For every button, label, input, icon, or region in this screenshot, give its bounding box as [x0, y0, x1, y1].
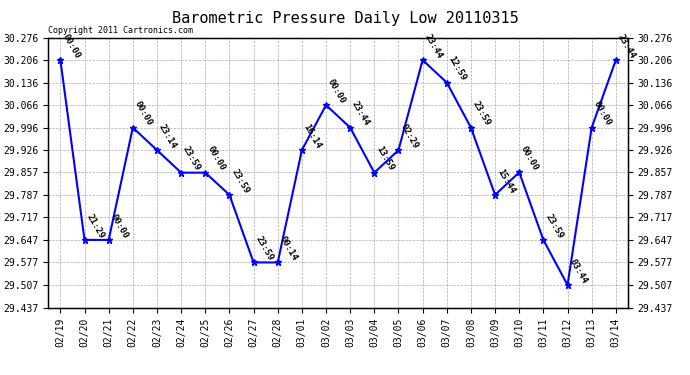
Text: 00:00: 00:00 [592, 100, 613, 128]
Text: 00:14: 00:14 [278, 235, 299, 262]
Text: 00:00: 00:00 [133, 100, 154, 128]
Text: 00:00: 00:00 [109, 212, 130, 240]
Text: 00:00: 00:00 [326, 77, 347, 105]
Text: 23:59: 23:59 [181, 145, 202, 172]
Text: 12:59: 12:59 [447, 55, 468, 82]
Text: 23:59: 23:59 [544, 212, 564, 240]
Text: 03:44: 03:44 [568, 257, 589, 285]
Text: 13:59: 13:59 [375, 145, 395, 172]
Text: 23:44: 23:44 [351, 100, 371, 128]
Text: 00:00: 00:00 [520, 145, 540, 172]
Text: 23:14: 23:14 [157, 122, 178, 150]
Text: Copyright 2011 Cartronics.com: Copyright 2011 Cartronics.com [48, 26, 193, 35]
Text: 23:59: 23:59 [471, 100, 492, 128]
Text: 16:14: 16:14 [302, 122, 323, 150]
Text: 15:44: 15:44 [495, 167, 516, 195]
Text: 23:44: 23:44 [423, 32, 444, 60]
Text: 02:29: 02:29 [399, 122, 420, 150]
Text: 00:00: 00:00 [206, 145, 226, 172]
Text: 21:29: 21:29 [85, 212, 106, 240]
Text: 23:59: 23:59 [254, 235, 275, 262]
Text: 00:00: 00:00 [61, 32, 81, 60]
Text: 23:59: 23:59 [230, 167, 250, 195]
Text: Barometric Pressure Daily Low 20110315: Barometric Pressure Daily Low 20110315 [172, 11, 518, 26]
Text: 23:44: 23:44 [616, 32, 637, 60]
